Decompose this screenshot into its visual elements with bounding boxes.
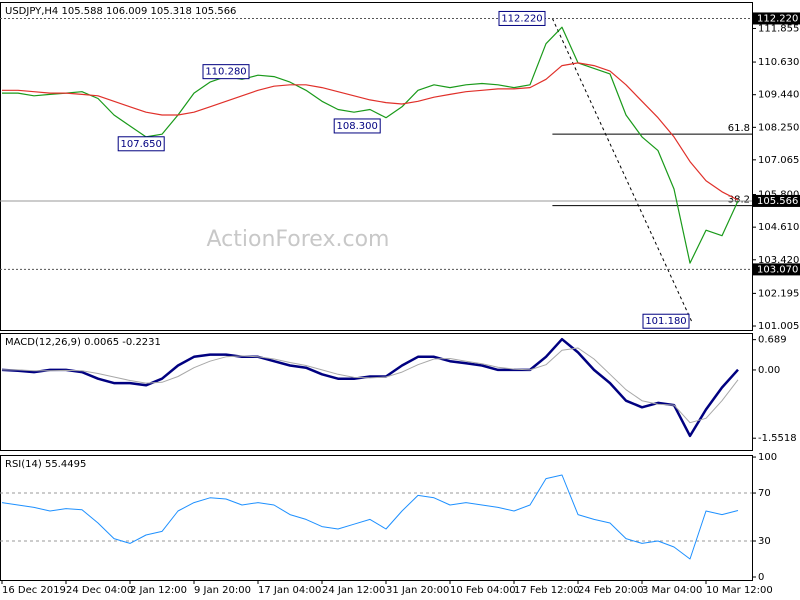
series-line xyxy=(2,62,739,201)
x-tick-label: 9 Jan 20:00 xyxy=(194,585,251,596)
price-label-box xyxy=(202,64,250,80)
price-label-box xyxy=(117,136,165,152)
price-label: 108.300 xyxy=(337,121,378,132)
price-label: 107.650 xyxy=(121,139,162,150)
panel-frame xyxy=(0,333,753,451)
price-label: 110.280 xyxy=(205,67,246,78)
x-tick-label: 10 Feb 04:00 xyxy=(450,585,516,596)
level-label: 105.566 xyxy=(757,196,798,207)
x-tick-label: 24 Dec 04:00 xyxy=(66,585,133,596)
y-tick-label: 104.610 xyxy=(758,222,799,233)
x-tick-label: 24 Jan 12:00 xyxy=(322,585,385,596)
panel-title: MACD(12,26,9) 0.0065 -0.2231 xyxy=(5,337,161,348)
series-line xyxy=(2,26,739,264)
panel-title: RSI(14) 55.4495 xyxy=(5,459,86,470)
level-box xyxy=(753,263,800,276)
x-tick-label: 17 Feb 12:00 xyxy=(514,585,580,596)
level-box xyxy=(753,194,800,207)
panel-frame xyxy=(0,455,753,581)
x-tick-label: 2 Jan 12:00 xyxy=(130,585,187,596)
x-tick-label: 31 Jan 20:00 xyxy=(386,585,449,596)
y-tick-label: 103.420 xyxy=(758,255,799,266)
price-label-box xyxy=(333,118,381,134)
price-label-box xyxy=(498,10,546,26)
y-tick-label: 111.855 xyxy=(758,23,799,34)
y-tick-label: 70 xyxy=(758,488,771,499)
panel-frame xyxy=(0,2,753,331)
y-tick-label: 0.689 xyxy=(758,335,787,346)
y-tick-label: 101.005 xyxy=(758,321,799,332)
y-tick-label: 107.065 xyxy=(758,155,799,166)
x-tick-label: 24 Feb 20:00 xyxy=(578,585,644,596)
series-line xyxy=(1,337,739,438)
level-label: 103.070 xyxy=(757,264,798,275)
price-label: 112.220 xyxy=(501,13,542,24)
y-tick-label: 30 xyxy=(758,536,771,547)
y-tick-label: 109.440 xyxy=(758,90,799,101)
y-tick-label: 0 xyxy=(758,572,764,583)
x-tick-label: 16 Dec 2019 xyxy=(2,585,66,596)
y-tick-label: 110.630 xyxy=(758,57,799,68)
trend-line xyxy=(551,18,693,322)
series-line xyxy=(1,474,739,560)
price-label: 101.180 xyxy=(645,316,686,327)
y-tick-label: -1.5518 xyxy=(758,433,797,444)
level-box xyxy=(753,12,800,25)
y-tick-label: 0.00 xyxy=(758,365,780,376)
fib-label: 38.2 xyxy=(728,195,750,206)
x-tick-label: 10 Mar 12:00 xyxy=(706,585,773,596)
y-tick-label: 102.195 xyxy=(758,288,799,299)
y-tick-label: 100 xyxy=(758,452,777,463)
level-label: 112.220 xyxy=(757,13,798,24)
watermark: ActionForex.com xyxy=(207,227,390,252)
x-tick-label: 17 Jan 04:00 xyxy=(258,585,321,596)
panel-title: USDJPY,H4 105.588 106.009 105.318 105.56… xyxy=(5,6,236,17)
x-tick-label: 3 Mar 04:00 xyxy=(642,585,702,596)
fib-label: 61.8 xyxy=(728,123,750,134)
y-tick-label: 108.250 xyxy=(758,122,799,133)
series-line xyxy=(2,347,739,424)
price-label-box xyxy=(642,313,690,329)
